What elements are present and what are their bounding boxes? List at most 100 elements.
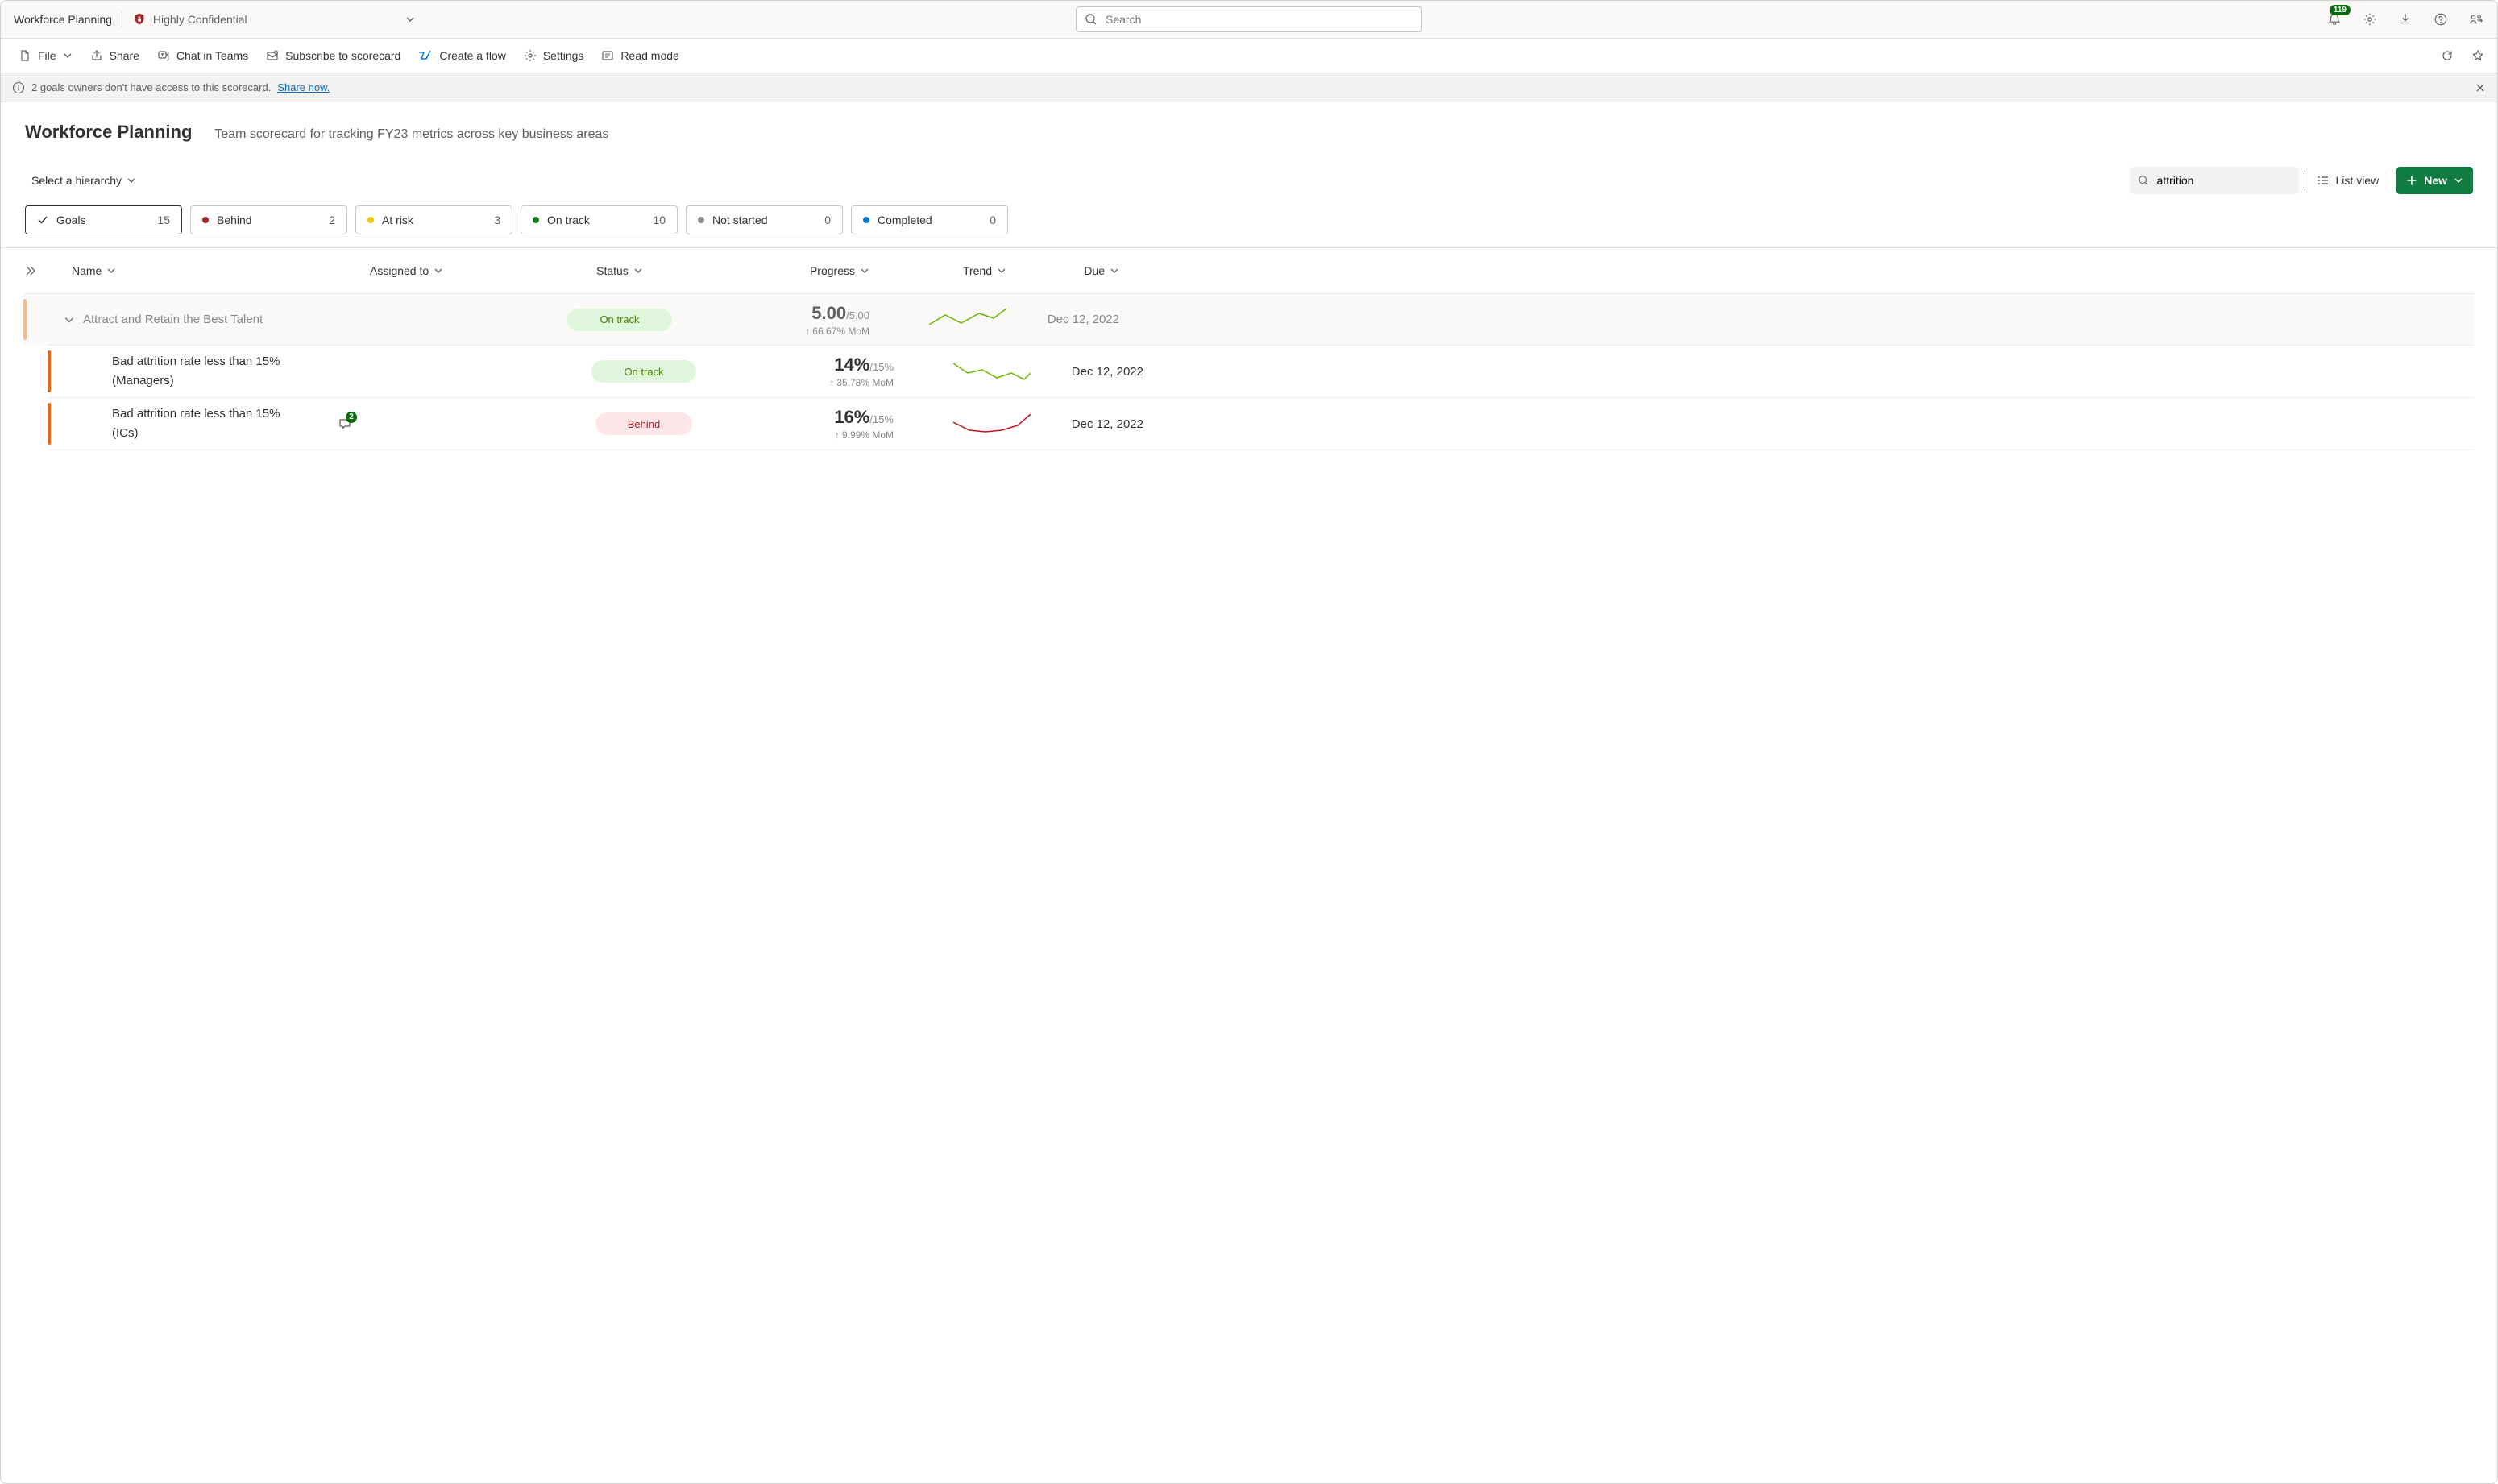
file-label: File <box>38 49 56 62</box>
settings-button[interactable] <box>2362 11 2378 27</box>
status-dot <box>863 217 869 223</box>
chat-label: Chat in Teams <box>176 49 248 62</box>
file-menu[interactable]: File <box>12 44 79 67</box>
status-filter-label: At risk <box>382 213 413 226</box>
progress-cell: 14%/15% ↑35.78% MoM <box>732 354 894 388</box>
status-filter-count: 15 <box>157 213 170 226</box>
info-icon <box>12 81 25 94</box>
favorite-button[interactable] <box>2470 48 2486 64</box>
status-pill: Behind <box>595 412 692 435</box>
search-icon <box>2138 175 2149 186</box>
col-due[interactable]: Due <box>1006 264 1119 277</box>
title-bar: Workforce Planning Highly Confidential <box>1 1 2497 38</box>
comments-indicator[interactable]: 2 <box>338 417 352 431</box>
status-pill: On track <box>567 309 671 331</box>
global-search-input[interactable] <box>1104 12 1413 27</box>
check-icon <box>37 214 48 226</box>
app-window: Workforce Planning Highly Confidential <box>0 0 2498 1484</box>
status-pill: On track <box>591 360 695 383</box>
info-link[interactable]: Share now. <box>277 81 330 93</box>
read-mode-button[interactable]: Read mode <box>595 44 685 67</box>
info-text: 2 goals owners don't have access to this… <box>31 81 271 93</box>
collapse-icon[interactable] <box>64 314 75 325</box>
status-filter-count: 0 <box>824 213 831 226</box>
goal-name-cell: Bad attrition rate less than 15% (Manage… <box>72 352 394 391</box>
status-filter-not-started[interactable]: Not started 0 <box>686 205 843 234</box>
document-title: Workforce Planning <box>14 13 112 26</box>
status-dot <box>533 217 539 223</box>
col-assigned[interactable]: Assigned to <box>370 264 531 277</box>
subscribe-label: Subscribe to scorecard <box>285 49 400 62</box>
goal-name-cell: Attract and Retain the Best Talent <box>48 313 370 326</box>
arrow-up-icon: ↑ <box>829 377 834 388</box>
new-button[interactable]: New <box>2396 167 2473 194</box>
page-title: Workforce Planning <box>25 122 192 143</box>
trend-sparkline <box>953 359 1031 384</box>
col-name[interactable]: Name <box>72 264 370 277</box>
progress-cell: 16%/15% ↑9.99% MoM <box>732 407 894 441</box>
comments-count: 2 <box>346 412 357 423</box>
status-filter-on-track[interactable]: On track10 <box>521 205 678 234</box>
due-cell: Dec 12, 2022 <box>1031 365 1143 379</box>
sensitivity-label: Highly Confidential <box>153 13 247 26</box>
people-share-button[interactable] <box>2468 11 2484 27</box>
trend-sparkline <box>929 307 1006 333</box>
status-filter-behind[interactable]: Behind 2 <box>190 205 347 234</box>
arrow-up-icon: ↑ <box>835 429 840 441</box>
hierarchy-label: Select a hierarchy <box>31 174 122 187</box>
status-dot <box>202 217 209 223</box>
goal-search[interactable] <box>2130 167 2299 194</box>
due-cell: Dec 12, 2022 <box>1006 313 1119 326</box>
col-status[interactable]: Status <box>531 264 708 277</box>
download-button[interactable] <box>2397 11 2413 27</box>
refresh-button[interactable] <box>2439 48 2455 64</box>
status-filter-goals[interactable]: Goals15 <box>25 205 182 234</box>
goal-row[interactable]: Bad attrition rate less than 15% (ICs) 2… <box>48 397 2475 450</box>
row-accent <box>48 403 51 445</box>
arrow-up-icon: ↑ <box>805 325 810 337</box>
expand-all-button[interactable] <box>23 264 72 277</box>
goal-name: Bad attrition rate less than 15% (Manage… <box>112 352 322 391</box>
notifications-button[interactable]: 119 <box>2326 11 2342 27</box>
status-filter-completed[interactable]: Completed0 <box>851 205 1008 234</box>
chat-teams-button[interactable]: Chat in Teams <box>151 44 255 67</box>
titlebar-actions: 119 <box>2326 11 2484 27</box>
readmode-label: Read mode <box>620 49 678 62</box>
col-trend[interactable]: Trend <box>869 264 1006 277</box>
hierarchy-dropdown[interactable]: Select a hierarchy <box>25 169 143 192</box>
settings-cmd-button[interactable]: Settings <box>517 44 591 67</box>
info-bar: 2 goals owners don't have access to this… <box>1 73 2497 102</box>
chevron-down-icon <box>405 15 415 24</box>
list-view-button[interactable]: List view <box>2309 169 2388 192</box>
notification-badge: 119 <box>2330 5 2351 15</box>
due-cell: Dec 12, 2022 <box>1031 417 1143 431</box>
search-icon <box>1085 13 1098 26</box>
col-progress[interactable]: Progress <box>708 264 869 277</box>
status-dot <box>367 217 374 223</box>
status-filter-count: 2 <box>329 213 335 226</box>
help-button[interactable] <box>2433 11 2449 27</box>
goal-row-parent[interactable]: Attract and Retain the Best Talent On tr… <box>23 293 2475 345</box>
share-label: Share <box>110 49 139 62</box>
new-label: New <box>2424 174 2447 187</box>
status-filter-at-risk[interactable]: At risk 3 <box>355 205 512 234</box>
status-filter-count: 3 <box>494 213 500 226</box>
sensitivity-dropdown[interactable]: Highly Confidential <box>132 12 415 27</box>
goal-name-cell: Bad attrition rate less than 15% (ICs) 2 <box>72 404 394 443</box>
goal-row[interactable]: Bad attrition rate less than 15% (Manage… <box>48 345 2475 397</box>
info-close-button[interactable] <box>2475 82 2486 93</box>
subscribe-button[interactable]: Subscribe to scorecard <box>259 44 407 67</box>
page-toolbar: Select a hierarchy List view New <box>1 167 2497 205</box>
status-filter-count: 0 <box>990 213 996 226</box>
status-filter-label: Not started <box>712 213 767 226</box>
shield-lock-icon <box>132 12 147 27</box>
page-header: Workforce Planning Team scorecard for tr… <box>1 102 2497 152</box>
goal-search-input[interactable] <box>2156 173 2305 188</box>
status-dot <box>698 217 704 223</box>
row-accent <box>23 299 27 340</box>
global-search[interactable] <box>1076 6 1422 32</box>
status-filter-count: 10 <box>653 213 666 226</box>
share-button[interactable]: Share <box>84 44 146 67</box>
status-filter-label: Behind <box>217 213 252 226</box>
create-flow-button[interactable]: Create a flow <box>412 44 512 67</box>
